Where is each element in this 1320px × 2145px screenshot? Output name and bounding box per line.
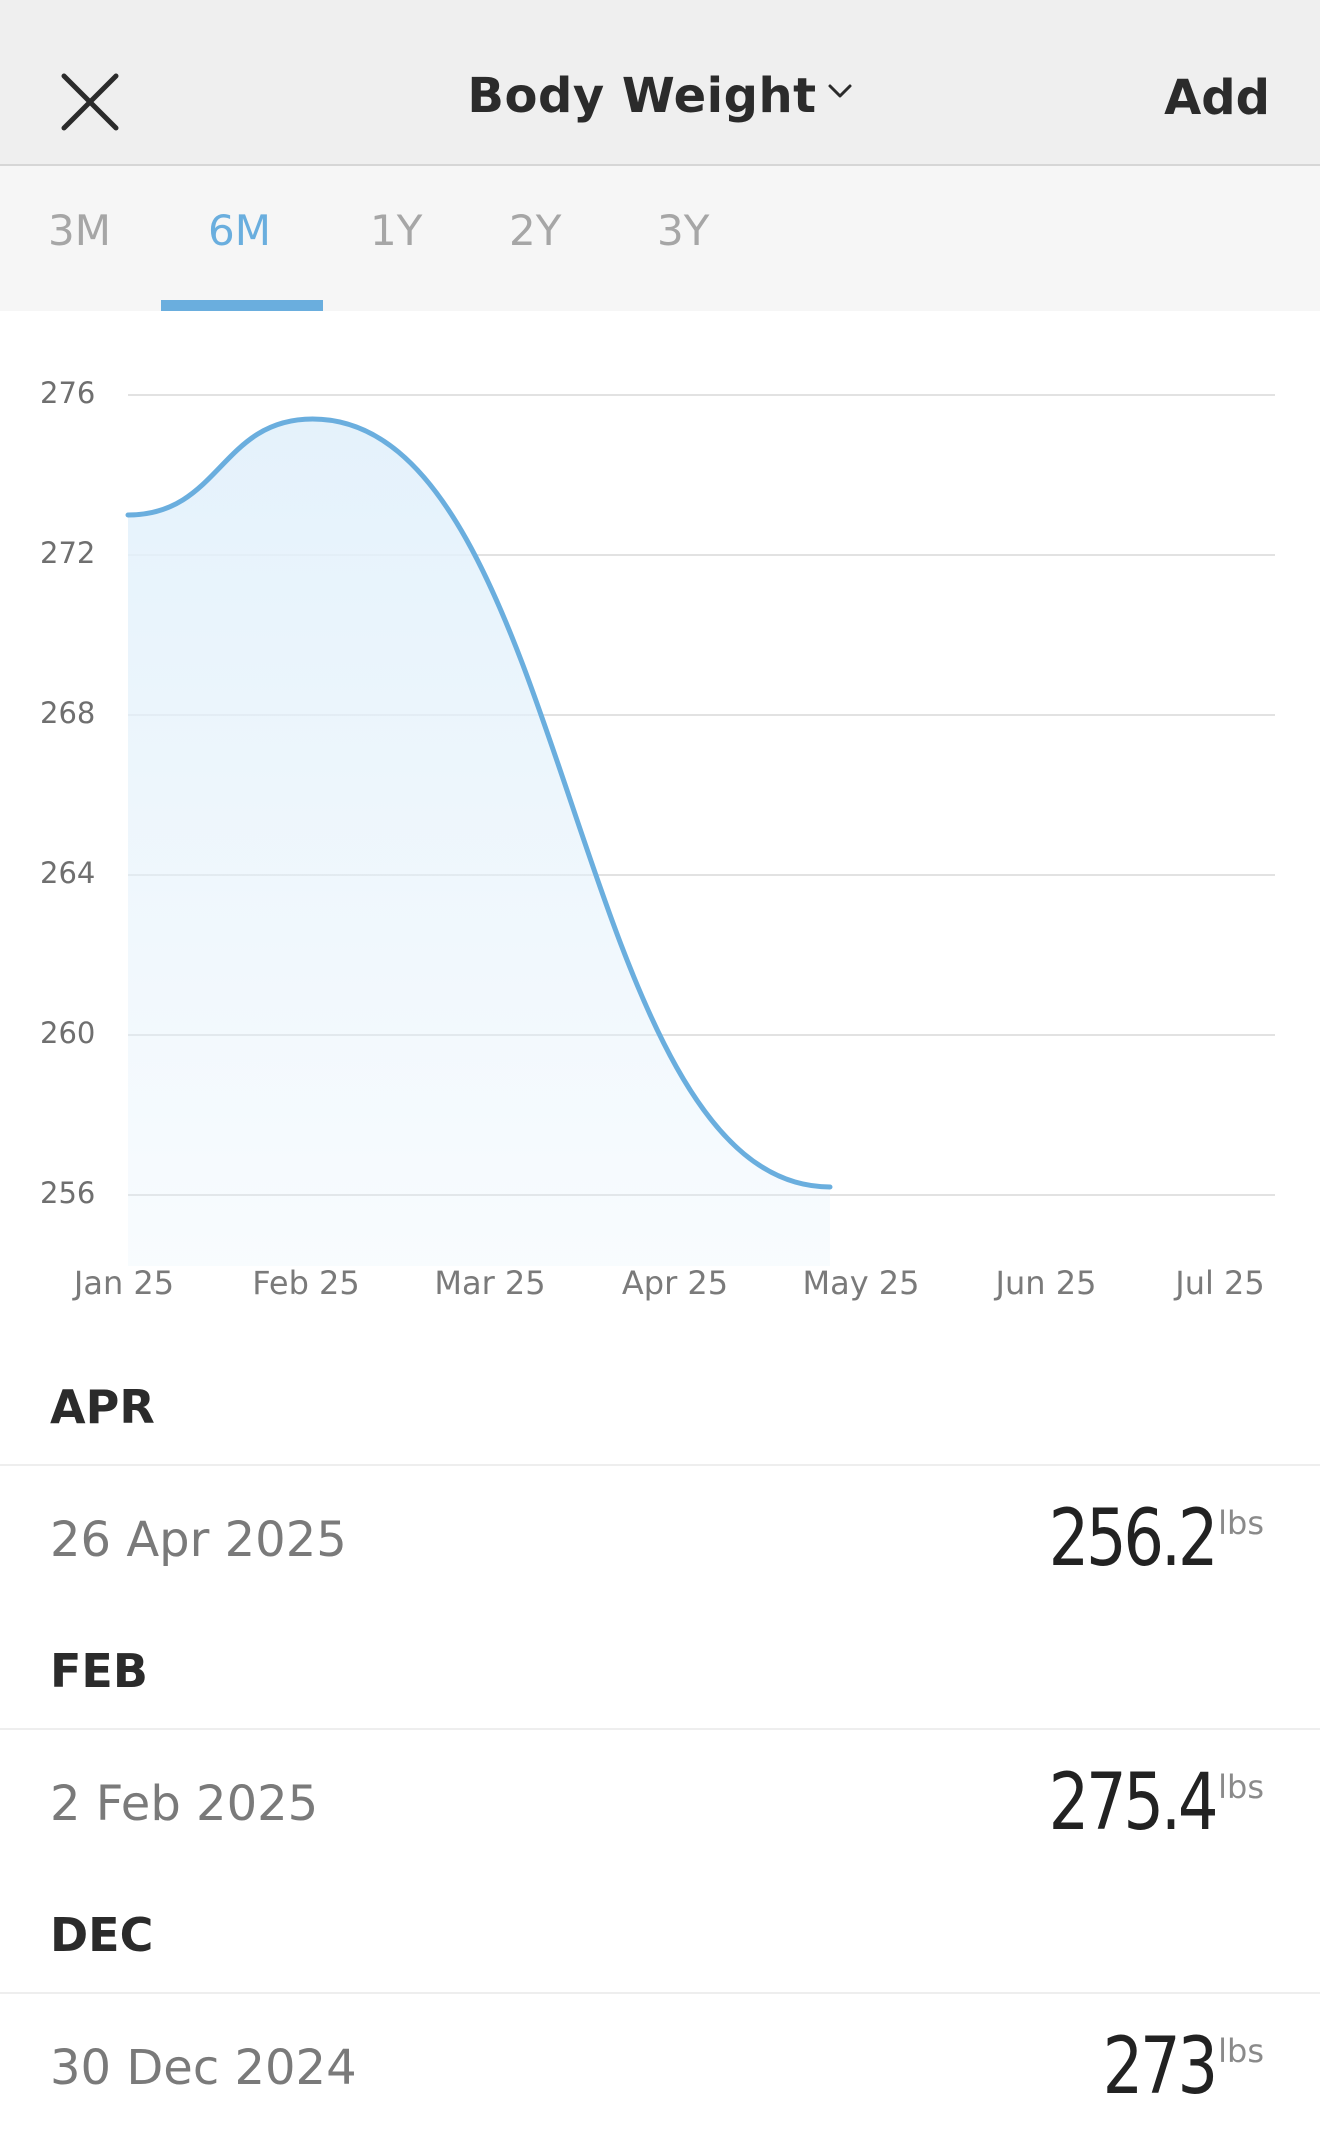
entry-date: 30 Dec 2024	[50, 2040, 357, 2096]
entry-unit: lbs	[1218, 1504, 1264, 1542]
y-tick-label: 268	[40, 696, 95, 730]
list-item[interactable]: 2 Feb 2025 275.4 lbs	[0, 1728, 1320, 1872]
entry-value: 275.4	[1048, 1758, 1218, 1848]
x-tick-label: Apr 25	[622, 1264, 728, 1302]
list-item[interactable]: 26 Apr 2025 256.2 lbs	[0, 1464, 1320, 1608]
tab-6m[interactable]: 6M	[208, 206, 271, 255]
tab-1y[interactable]: 1Y	[370, 206, 423, 255]
x-tick-label: Mar 25	[434, 1264, 545, 1302]
y-tick-label: 276	[40, 376, 95, 410]
entry-date: 2 Feb 2025	[50, 1776, 319, 1832]
x-tick-label: Jul 25	[1173, 1264, 1265, 1302]
y-tick-label: 264	[40, 856, 95, 890]
close-button[interactable]	[54, 66, 126, 138]
add-button[interactable]: Add	[1164, 70, 1270, 126]
x-tick-label: Jan 25	[72, 1264, 174, 1302]
range-tabs: 3M 6M 1Y 2Y 3Y	[0, 166, 1320, 311]
area-fill	[128, 419, 830, 1266]
list-item[interactable]: 30 Dec 2024 273 lbs	[0, 1992, 1320, 2136]
entry-value: 256.2	[1048, 1494, 1218, 1584]
entry-date: 26 Apr 2025	[50, 1512, 347, 1568]
month-header-dec: DEC	[50, 1908, 154, 1962]
tab-3y[interactable]: 3Y	[657, 206, 710, 255]
top-bar: Body Weight Add	[0, 0, 1320, 166]
month-header-apr: APR	[50, 1380, 155, 1434]
tab-3m[interactable]: 3M	[48, 206, 111, 255]
x-tick-label: Feb 25	[252, 1264, 360, 1302]
entry-value: 273	[1102, 2022, 1219, 2112]
tab-2y[interactable]: 2Y	[509, 206, 562, 255]
entry-unit: lbs	[1218, 1768, 1264, 1806]
active-tab-indicator	[161, 300, 323, 311]
series-line	[125, 416, 833, 1190]
chevron-down-icon	[828, 84, 852, 98]
close-icon	[61, 73, 119, 131]
y-tick-label: 256	[40, 1176, 95, 1210]
month-header-feb: FEB	[50, 1644, 148, 1698]
x-tick-label: May 25	[802, 1264, 919, 1302]
metric-selector[interactable]: Body Weight	[0, 68, 1320, 124]
y-tick-label: 260	[40, 1016, 95, 1050]
entry-unit: lbs	[1218, 2032, 1264, 2070]
weight-chart-svg: 276 272 268 264 260 256 Jan 25 Feb 25 Mar 25 Apr …	[40, 376, 1275, 1302]
y-tick-label: 272	[40, 536, 95, 570]
weight-chart: 276 272 268 264 260 256 Jan 25 Feb 25 Mar 25 Apr …	[0, 311, 1320, 1331]
x-tick-label: Jun 25	[994, 1264, 1097, 1302]
page-title: Body Weight	[467, 68, 817, 124]
